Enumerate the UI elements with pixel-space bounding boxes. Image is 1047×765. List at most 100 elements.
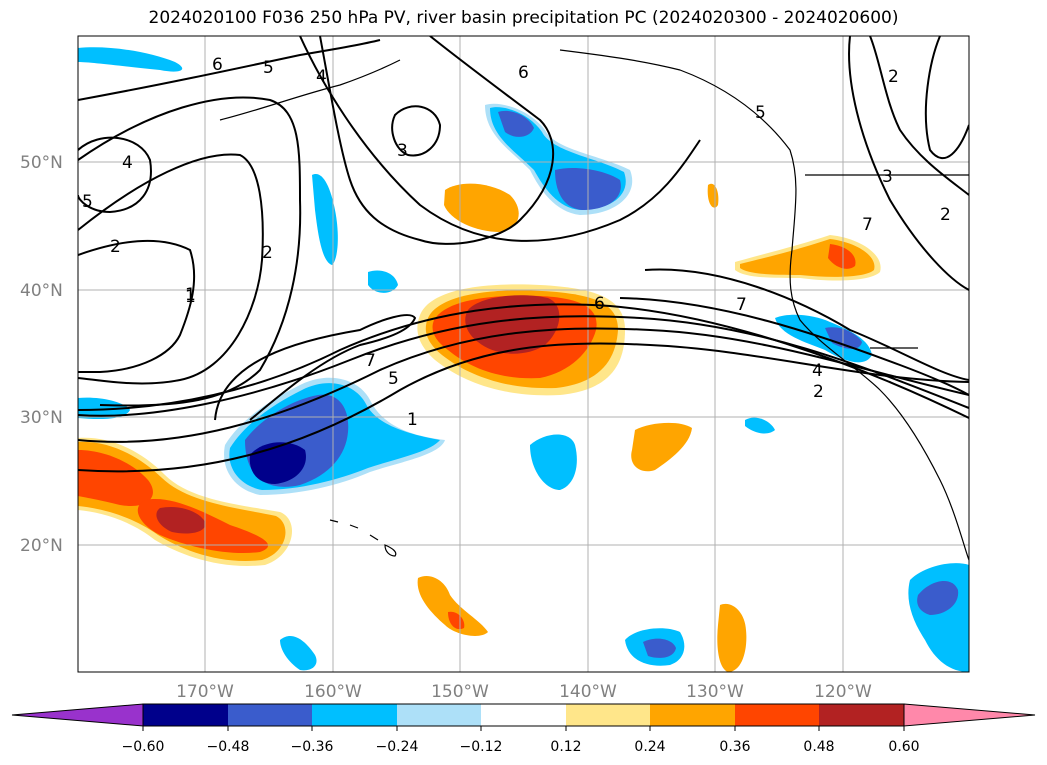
colorbar-tick: −0.12: [460, 739, 503, 755]
contour-label: 2: [262, 243, 273, 263]
colorbar-segment: [650, 704, 735, 726]
colorbar-tick: −0.24: [376, 739, 419, 755]
contour-label: 6: [212, 55, 223, 75]
alaska-coast: [219, 59, 401, 121]
pv-contours: [78, 36, 969, 473]
positive-anomaly-small-north: [707, 183, 719, 208]
colorbar-tick: −0.60: [122, 739, 165, 755]
lat-label: 30°N: [20, 408, 63, 428]
colorbar-tick: 0.12: [550, 739, 581, 755]
negative-anomaly-small-2: [745, 417, 775, 434]
contour-label: 5: [388, 369, 399, 389]
negative-anomaly-southeast-core: [917, 580, 959, 615]
colorbar-segment: [566, 704, 650, 726]
contour-label: 6: [594, 294, 605, 314]
colorbar-tick: 0.36: [719, 739, 750, 755]
coastlines: [219, 49, 970, 561]
positive-anomaly-california-high: [828, 244, 856, 269]
contour-label: 4: [122, 153, 133, 173]
contour-label: 1: [185, 285, 196, 305]
pv-contour-north-4: [78, 39, 381, 101]
lon-label: 160°W: [304, 682, 362, 702]
colorbar-tick-labels: −0.60 −0.48 −0.36 −0.24 −0.12 0.12 0.24 …: [122, 739, 920, 755]
colorbar-segment: [397, 704, 481, 726]
positive-anomaly-southwest-max: [156, 506, 206, 534]
pv-contour-north-2: [78, 153, 264, 385]
positive-anomaly-hawaii-south: [417, 575, 488, 636]
negative-anomaly-northwest-strip: [78, 47, 183, 72]
contour-label: 2: [110, 237, 121, 257]
negative-anomaly-mid-pacific: [312, 174, 338, 265]
negative-anomaly-west-edge: [78, 397, 130, 420]
pv-contour-east-1: [869, 36, 969, 196]
contour-label: 7: [365, 351, 376, 371]
lon-label: 170°W: [176, 682, 234, 702]
pv-contour-jet-3: [78, 315, 969, 417]
contour-label: 4: [316, 67, 327, 87]
colorbar-segment: [735, 704, 819, 726]
negative-anomaly-north-central-high2: [498, 110, 534, 137]
contour-labels: 6 5 4 3 2 1 7 6 5 4 2 5 2 2 3 1 7 5 1 6 …: [82, 55, 951, 430]
colorbar-extend-low: [11, 703, 144, 727]
contour-label: 4: [812, 361, 823, 381]
contour-label: 1: [185, 287, 196, 307]
contour-label: 6: [518, 63, 529, 83]
lat-label: 50°N: [20, 153, 63, 173]
lon-label: 140°W: [559, 682, 617, 702]
lat-label: 40°N: [20, 281, 63, 301]
north-america-coast: [559, 49, 970, 561]
positive-anomaly-east-subtropic: [631, 422, 692, 472]
positive-anomaly-north: [444, 183, 519, 232]
colorbar-segment: [819, 704, 904, 726]
negative-anomaly-small-1: [368, 270, 398, 293]
chart-title: 2024020100 F036 250 hPa PV, river basin …: [148, 8, 899, 28]
contour-label: 1: [407, 410, 418, 430]
contour-label: 2: [940, 205, 951, 225]
negative-anomaly-south-west: [280, 635, 317, 671]
hawaii-islands: [329, 519, 397, 557]
negative-anomaly-west-max: [249, 442, 306, 484]
pv-contour-east-3: [924, 36, 969, 159]
positive-anomaly-southwest-high: [78, 450, 153, 506]
pv-contour-jet-2: [78, 327, 969, 443]
colorbar-segment: [312, 704, 397, 726]
contour-label: 5: [263, 58, 274, 78]
colorbar-segment: [228, 704, 312, 726]
pv-contour-north-6: [319, 36, 555, 245]
negative-anomaly-south-center-core: [643, 638, 676, 658]
pv-contour-west-closed: [78, 136, 152, 214]
colorbar-tick: 0.48: [803, 739, 834, 755]
colorbar-frame: [142, 703, 905, 727]
pv-contour-east-2: [848, 36, 969, 291]
contour-label: 3: [397, 141, 408, 161]
pv-contour-jet-1: [78, 342, 969, 473]
lon-label: 150°W: [431, 682, 489, 702]
pv-contour-closed-3: [391, 105, 442, 157]
longitude-labels: 170°W 160°W 150°W 140°W 130°W 120°W: [176, 682, 872, 702]
colorbar-segment: [481, 704, 566, 726]
contour-label: 3: [882, 167, 893, 187]
colorbar-tick: −0.36: [291, 739, 334, 755]
colorbar: [11, 703, 1036, 731]
contour-label: 2: [888, 67, 899, 87]
colorbar-tick: 0.60: [888, 739, 919, 755]
contour-label: 7: [862, 215, 873, 235]
contour-label: 7: [736, 295, 747, 315]
colorbar-extend-high: [903, 703, 1036, 727]
lat-label: 20°N: [20, 536, 63, 556]
colorbar-segment: [143, 704, 228, 726]
lon-label: 130°W: [686, 682, 744, 702]
map-frame: [77, 35, 970, 673]
pv-contour-jet-6: [644, 268, 969, 381]
pv-contour-north-1: [78, 96, 302, 407]
positive-anomaly-east-south: [717, 603, 747, 672]
negative-anomaly-subtropic-center: [530, 434, 577, 490]
contour-label: 5: [82, 192, 93, 212]
contour-label: 2: [813, 382, 824, 402]
latitude-labels: 50°N 40°N 30°N 20°N: [20, 153, 63, 556]
pv-contour-jet-7: [619, 297, 969, 396]
colorbar-tick: −0.48: [207, 739, 250, 755]
lon-label: 120°W: [814, 682, 872, 702]
contour-label: 5: [755, 103, 766, 123]
